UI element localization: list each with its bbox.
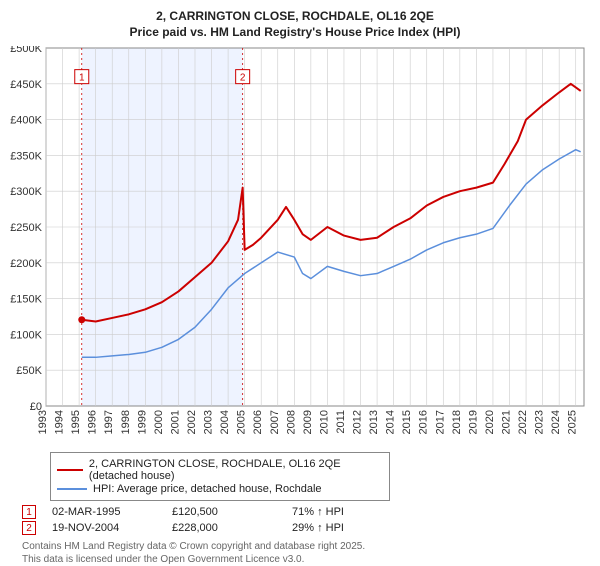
svg-text:1994: 1994 [54,410,66,434]
svg-text:2014: 2014 [385,410,397,434]
sale-markers-table: 1 02-MAR-1995£120,50071% ↑ HPI 2 19-NOV-200… [22,505,590,535]
svg-text:1999: 1999 [136,410,148,434]
svg-text:1: 1 [79,73,85,84]
svg-text:2022: 2022 [517,410,529,434]
svg-text:£100K: £100K [10,330,42,342]
sale-vs-hpi: 71% ↑ HPI [292,506,412,518]
svg-text:2009: 2009 [302,410,314,434]
svg-text:2002: 2002 [186,410,198,434]
legend-swatch [57,488,87,490]
svg-text:£500K: £500K [10,46,42,55]
chart-title: 2, CARRINGTON CLOSE, ROCHDALE, OL16 2QE … [0,8,590,40]
footnote-line-1: Contains HM Land Registry data © Crown c… [22,541,590,554]
svg-text:£350K: £350K [10,151,42,163]
legend-row: 2, CARRINGTON CLOSE, ROCHDALE, OL16 2QE … [57,458,383,482]
svg-text:£150K: £150K [10,294,42,306]
sale-marker-box: 2 [22,521,36,535]
sale-date: 19-NOV-2004 [52,522,172,534]
legend-label: HPI: Average price, detached house, Roch… [93,483,322,495]
svg-text:£50K: £50K [16,366,42,378]
svg-text:1996: 1996 [87,410,99,434]
legend: 2, CARRINGTON CLOSE, ROCHDALE, OL16 2QE … [50,452,390,501]
svg-text:2012: 2012 [352,410,364,434]
sale-vs-hpi: 29% ↑ HPI [292,522,412,534]
svg-text:£200K: £200K [10,258,42,270]
svg-text:2023: 2023 [534,410,546,434]
svg-text:2024: 2024 [550,410,562,434]
svg-text:£450K: £450K [10,79,42,91]
svg-text:2000: 2000 [153,410,165,434]
legend-row: HPI: Average price, detached house, Roch… [57,483,383,495]
svg-text:2007: 2007 [269,410,281,434]
sale-marker-box: 1 [22,505,36,519]
svg-text:2015: 2015 [401,410,413,434]
chart-container: 2, CARRINGTON CLOSE, ROCHDALE, OL16 2QE … [0,0,600,560]
legend-swatch [57,469,83,471]
svg-text:1993: 1993 [37,410,49,434]
svg-text:2025: 2025 [567,410,579,434]
title-line-1: 2, CARRINGTON CLOSE, ROCHDALE, OL16 2QE [0,8,590,24]
svg-text:2003: 2003 [203,410,215,434]
svg-text:2020: 2020 [484,410,496,434]
svg-text:£250K: £250K [10,222,42,234]
svg-text:2010: 2010 [318,410,330,434]
sale-price: £228,000 [172,522,292,534]
svg-text:2006: 2006 [252,410,264,434]
svg-text:2001: 2001 [169,410,181,434]
line-chart-svg: £0£50K£100K£150K£200K£250K£300K£350K£400… [0,46,590,446]
svg-text:2005: 2005 [236,410,248,434]
svg-text:1995: 1995 [70,410,82,434]
title-line-2: Price paid vs. HM Land Registry's House … [0,24,590,40]
svg-text:£300K: £300K [10,187,42,199]
footnote: Contains HM Land Registry data © Crown c… [22,541,590,566]
svg-text:2011: 2011 [335,410,347,434]
svg-text:2013: 2013 [368,410,380,434]
svg-text:1997: 1997 [103,410,115,434]
sale-row: 2 19-NOV-2004£228,00029% ↑ HPI [22,521,590,535]
svg-text:2016: 2016 [418,410,430,434]
svg-text:2021: 2021 [501,410,513,434]
svg-text:1998: 1998 [120,410,132,434]
svg-text:2017: 2017 [434,410,446,434]
sale-date: 02-MAR-1995 [52,506,172,518]
sale-row: 1 02-MAR-1995£120,50071% ↑ HPI [22,505,590,519]
svg-text:2008: 2008 [285,410,297,434]
svg-text:2: 2 [240,73,246,84]
sale-price: £120,500 [172,506,292,518]
svg-text:£400K: £400K [10,115,42,127]
plot-area: £0£50K£100K£150K£200K£250K£300K£350K£400… [0,46,590,446]
svg-text:2018: 2018 [451,410,463,434]
svg-text:2004: 2004 [219,410,231,434]
svg-text:2019: 2019 [467,410,479,434]
legend-label: 2, CARRINGTON CLOSE, ROCHDALE, OL16 2QE … [89,458,383,482]
